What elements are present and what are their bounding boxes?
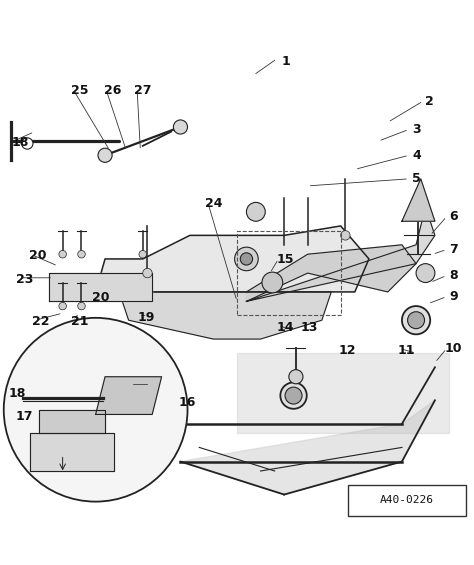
Text: 7: 7 [449, 243, 458, 256]
Circle shape [78, 302, 85, 310]
Polygon shape [39, 410, 105, 433]
Text: 26: 26 [104, 84, 121, 97]
Text: 11: 11 [397, 344, 415, 357]
Polygon shape [246, 245, 416, 301]
Text: 3: 3 [412, 123, 421, 136]
Text: 13: 13 [301, 321, 318, 334]
Polygon shape [181, 401, 435, 494]
Circle shape [408, 312, 425, 329]
Circle shape [173, 120, 188, 134]
Circle shape [78, 250, 85, 258]
Circle shape [139, 250, 146, 258]
Text: 16: 16 [178, 396, 195, 409]
Polygon shape [30, 433, 115, 471]
Text: 8: 8 [449, 269, 458, 282]
Text: A40-0226: A40-0226 [380, 495, 434, 505]
Circle shape [280, 383, 307, 409]
Circle shape [289, 370, 303, 384]
Text: 4: 4 [412, 149, 421, 162]
Circle shape [143, 268, 152, 278]
Polygon shape [96, 226, 369, 292]
Text: 23: 23 [16, 273, 33, 286]
Circle shape [341, 231, 350, 240]
Text: 1: 1 [282, 55, 291, 68]
Polygon shape [246, 207, 435, 301]
Text: 17: 17 [16, 410, 33, 423]
Polygon shape [237, 353, 449, 433]
FancyBboxPatch shape [348, 485, 465, 516]
Text: 24: 24 [205, 197, 222, 210]
Text: 21: 21 [71, 315, 89, 328]
Polygon shape [402, 179, 435, 221]
Circle shape [285, 387, 302, 404]
Text: 9: 9 [449, 290, 458, 303]
Text: 14: 14 [277, 321, 294, 334]
Circle shape [402, 306, 430, 334]
Text: 20: 20 [92, 291, 110, 304]
Text: 12: 12 [338, 344, 356, 357]
Circle shape [59, 302, 66, 310]
Text: 27: 27 [134, 84, 152, 97]
Circle shape [235, 247, 258, 271]
Circle shape [246, 202, 265, 221]
Polygon shape [48, 273, 152, 301]
Text: 18: 18 [9, 386, 26, 399]
Text: 22: 22 [32, 315, 49, 328]
Circle shape [240, 253, 253, 265]
Circle shape [22, 138, 33, 149]
Text: 6: 6 [449, 210, 458, 223]
Text: 19: 19 [137, 311, 155, 324]
Circle shape [59, 250, 66, 258]
Text: 2: 2 [426, 94, 434, 107]
Circle shape [262, 272, 283, 293]
Circle shape [133, 377, 147, 391]
Text: 5: 5 [412, 172, 421, 185]
Text: 10: 10 [444, 342, 462, 355]
Text: 25: 25 [71, 84, 89, 97]
Text: 18: 18 [12, 136, 29, 149]
Polygon shape [119, 292, 331, 339]
Text: 15: 15 [277, 253, 294, 266]
Circle shape [4, 318, 188, 502]
Circle shape [416, 264, 435, 282]
Polygon shape [96, 377, 162, 415]
Circle shape [98, 148, 112, 162]
Text: 20: 20 [29, 249, 46, 262]
